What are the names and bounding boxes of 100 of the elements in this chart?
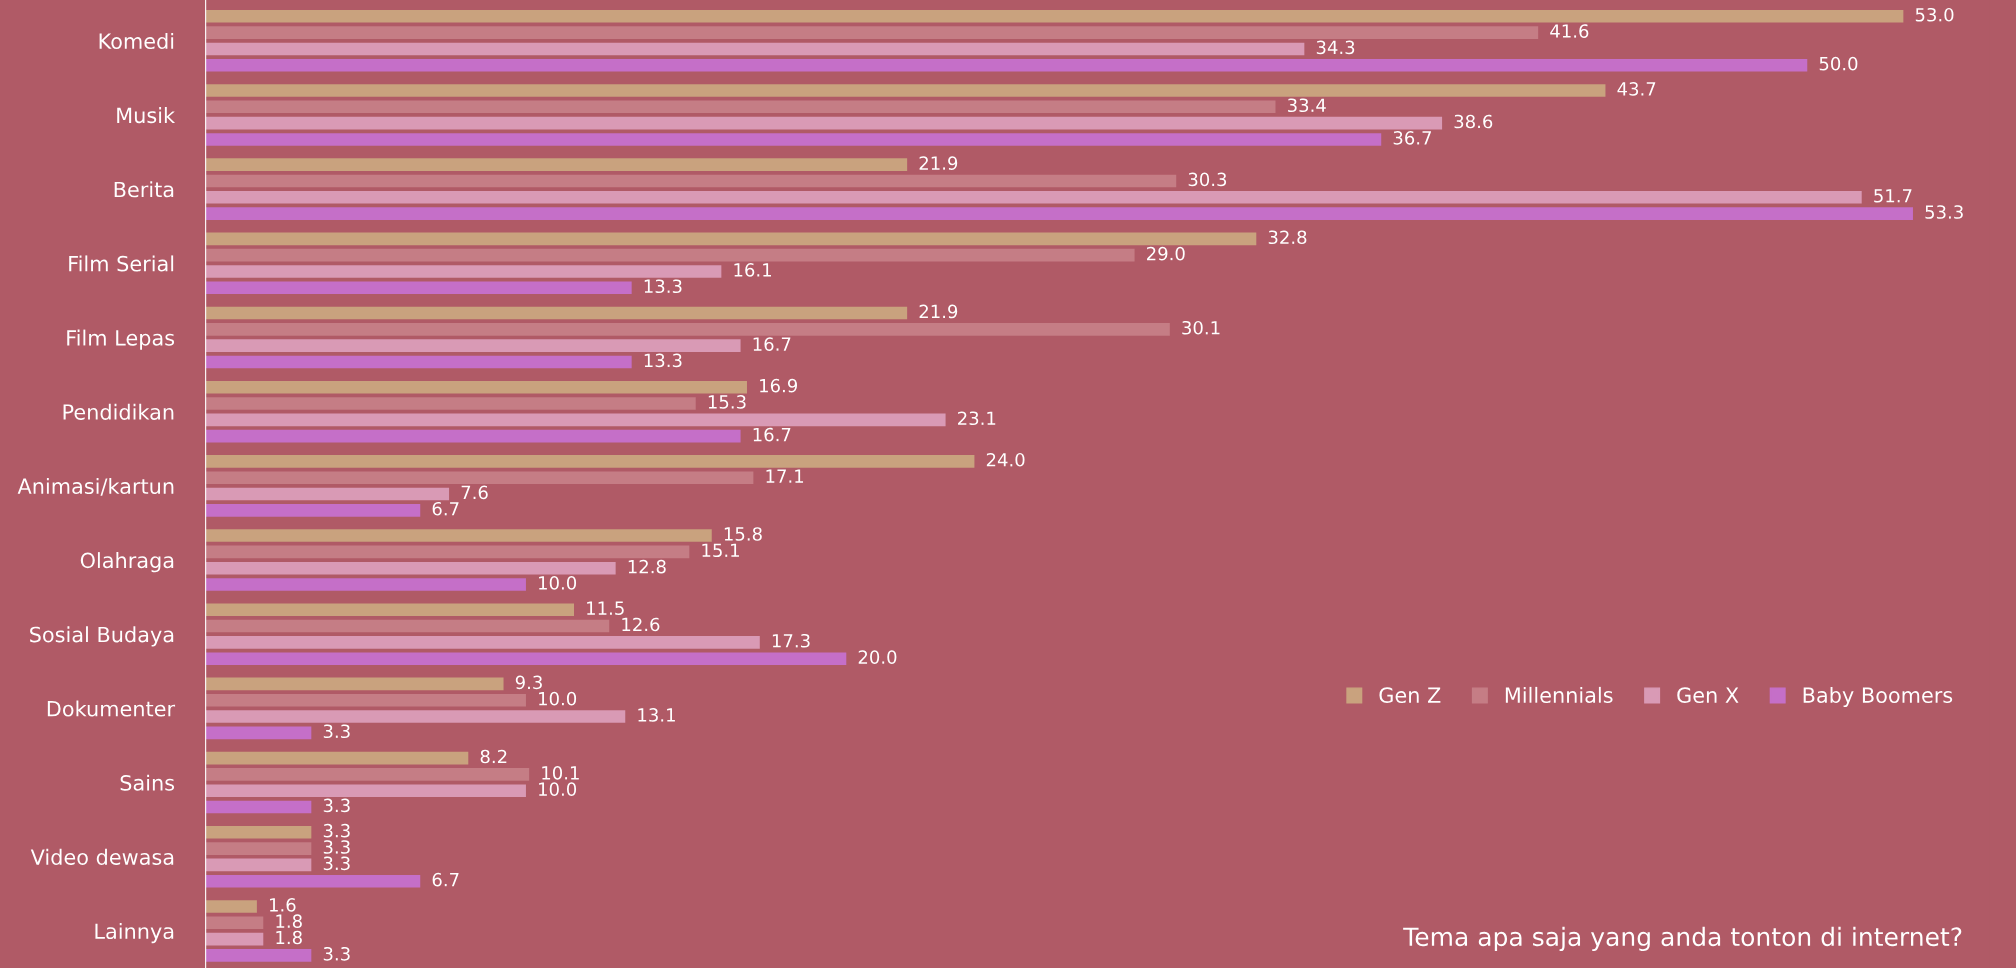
bar [205,26,1539,39]
bar [205,900,257,913]
bar [205,397,696,410]
data-label: 3.3 [323,840,350,854]
data-label: 24.0 [986,452,1025,467]
data-label: 16.9 [760,378,798,393]
data-label: 13.3 [644,353,682,368]
y-tick-label: Olahraga [80,552,174,573]
data-label: 38.6 [1454,114,1493,129]
data-label: 9.3 [515,675,542,690]
bar [205,174,1177,188]
data-label: 16.7 [753,337,791,351]
data-label: 10.0 [539,691,577,706]
bar [205,455,975,468]
legend-label: Baby Boomers [1803,686,1953,708]
data-label: 12.8 [628,559,666,574]
bar [205,306,908,320]
bar [205,636,760,649]
bar [205,932,264,946]
bar [205,265,722,278]
data-label: 1.6 [269,898,296,912]
bar [205,191,1862,204]
bar [205,133,1382,146]
data-label: 11.5 [587,601,624,615]
data-label: 36.7 [1393,131,1431,145]
y-tick-label: Sains [120,774,175,791]
data-label: 16.1 [734,263,771,277]
bar [205,784,526,798]
bar [205,916,264,930]
bar [205,100,1276,114]
data-label: 15.8 [724,527,762,541]
data-label: 8.2 [480,749,507,764]
data-label: 41.6 [1550,24,1589,38]
data-label: 3.3 [323,946,350,961]
data-label: 6.7 [432,501,459,516]
data-label: 6.7 [432,872,459,887]
bar [205,84,1606,97]
data-label: 3.3 [323,823,350,838]
legend-label: Gen X [1677,687,1739,703]
bar [205,677,504,691]
bar [205,858,312,872]
bar [205,232,1257,246]
data-label: 1.8 [276,914,302,928]
data-label: 30.3 [1188,172,1227,187]
data-label: 3.3 [323,856,350,871]
y-tick-label: Musik [117,107,176,124]
data-label: 7.6 [461,485,488,500]
data-label: 10.1 [542,765,579,780]
y-tick-label: Dokumenter [47,700,176,717]
data-label: 3.3 [323,724,350,739]
bar [205,471,754,484]
data-label: 30.1 [1182,320,1220,335]
data-label: 21.9 [919,156,958,170]
bar [205,619,610,633]
data-label: 21.9 [919,304,958,319]
y-tick-label: Komedi [99,32,174,50]
data-label: 50.0 [1819,56,1858,71]
bar [205,413,946,427]
y-tick-label: Film Serial [69,255,174,272]
bar [205,751,469,765]
bar [205,58,1808,72]
data-label: 13.1 [638,708,675,722]
data-label: 23.1 [958,411,996,426]
bar [205,578,526,591]
data-label: 12.6 [622,617,660,632]
data-label: 53.3 [1925,205,1963,219]
bar [205,281,632,295]
bar [205,380,747,394]
data-label: 15.3 [708,395,746,409]
bar [205,10,1904,23]
data-label: 13.3 [644,279,682,294]
y-tick-label: Film Lepas [67,329,175,350]
legend-label: Gen Z [1379,687,1441,703]
annotation: Tema apa saja yang anda tonton di internet? [1403,926,1962,952]
y-tick-label: Video dewasa [30,848,174,865]
bar [205,842,312,855]
bar [205,248,1135,262]
bar [205,207,1913,220]
data-label: 10.0 [539,782,577,796]
bar [205,768,530,781]
bar [205,825,312,839]
data-label: 1.8 [276,930,302,945]
data-label: 43.7 [1617,82,1656,96]
bar [205,323,1170,336]
bar [205,529,712,542]
bar [205,603,575,617]
y-tick-label: Berita [114,181,174,198]
bar [205,561,616,575]
data-label: 29.0 [1147,246,1185,261]
data-label: 53.0 [1915,7,1954,22]
bar [205,355,632,369]
bar [205,874,421,888]
bar [205,339,741,352]
bar [205,726,312,740]
bar [205,693,526,707]
data-label: 17.1 [766,469,804,483]
data-label: 20.0 [858,650,897,664]
bar [205,710,626,723]
bar [205,158,908,171]
y-tick-label: Lainnya [95,923,174,944]
